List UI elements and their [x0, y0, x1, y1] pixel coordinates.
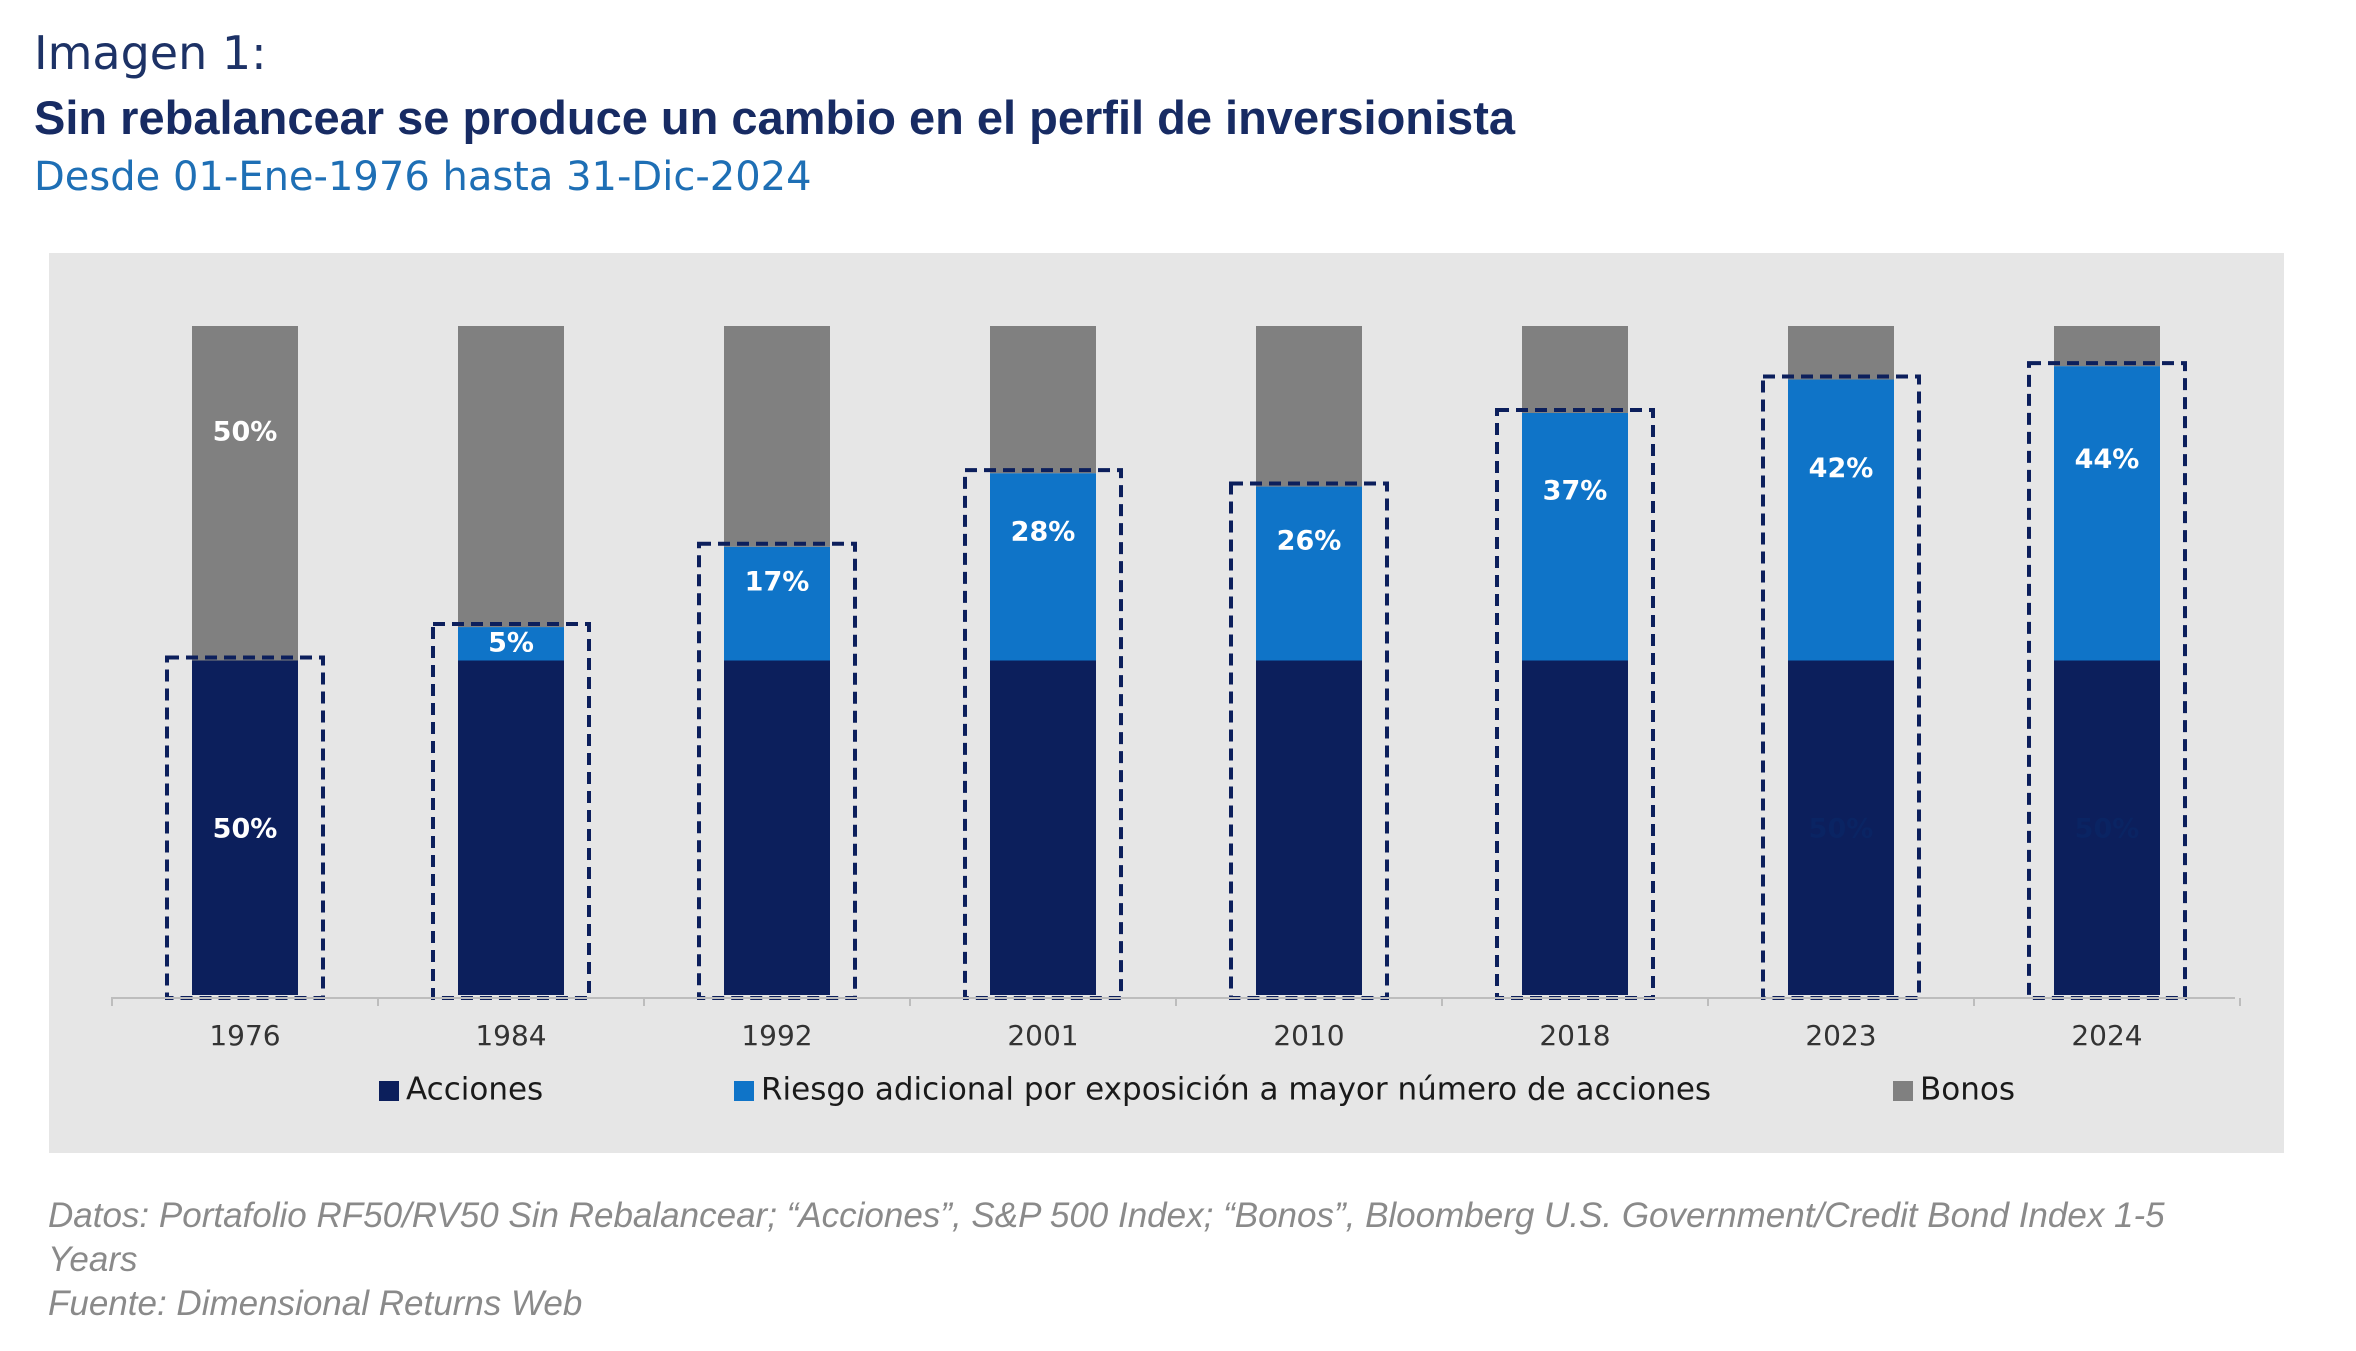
bar-segment-acciones-2024	[2054, 660, 2160, 995]
legend-item-bonos: Bonos	[1893, 1072, 2015, 1108]
data-label-riesgo-1984: 5%	[488, 627, 534, 658]
legend-label-bonos: Bonos	[1920, 1072, 2015, 1108]
bar-segment-acciones-1992	[724, 660, 830, 995]
x-tick-label-2001: 2001	[1007, 1019, 1078, 1052]
data-label-riesgo-2018: 37%	[1543, 476, 1608, 507]
footnote-source: Fuente: Dimensional Returns Web	[48, 1284, 583, 1323]
chart-subtitle: Desde 01-Ene-1976 hasta 31-Dic-2024	[34, 154, 812, 200]
data-label-acciones-2024: 50%	[2075, 814, 2140, 845]
bar-segment-bonos-2010	[1256, 326, 1362, 487]
bar-segment-riesgo-2023	[1788, 379, 1894, 661]
x-tick-label-1976: 1976	[209, 1019, 280, 1052]
data-label-acciones-2023: 50%	[1809, 814, 1874, 845]
bar-segment-bonos-1992	[724, 326, 830, 547]
bar-segment-bonos-2018	[1522, 326, 1628, 413]
x-tick-label-2018: 2018	[1539, 1019, 1610, 1052]
bar-segment-bonos-1976	[192, 326, 298, 661]
x-tick-label-1992: 1992	[741, 1019, 812, 1052]
bar-segment-bonos-2024	[2054, 326, 2160, 367]
legend-swatch-riesgo	[734, 1081, 754, 1101]
bar-segment-riesgo-2018	[1522, 412, 1628, 661]
stacked-bar-chart: 50% 50% 5% 17% 28% 26% 37% 50% 42% 50% 44% 1976 198…	[111, 326, 2241, 1108]
x-tick-label-2023: 2023	[1805, 1019, 1876, 1052]
bar-segment-acciones-2018	[1522, 660, 1628, 995]
chart-title: Sin rebalancear se produce un cambio en …	[34, 91, 1515, 144]
data-label-riesgo-2023: 42%	[1809, 453, 1874, 484]
legend-swatch-bonos	[1893, 1081, 1913, 1101]
legend-item-acciones: Acciones	[379, 1072, 543, 1108]
legend-label-riesgo: Riesgo adicional por exposición a mayor …	[761, 1072, 1711, 1108]
data-label-riesgo-2010: 26%	[1277, 526, 1342, 557]
bar-segment-riesgo-2001	[990, 473, 1096, 661]
legend-swatch-acciones	[379, 1081, 399, 1101]
bar-segment-bonos-1984	[458, 326, 564, 628]
bar-segment-bonos-2001	[990, 326, 1096, 474]
bar-segment-riesgo-1984	[458, 627, 564, 661]
chart-panel: 50% 50% 5% 17% 28% 26% 37% 50% 42% 50% 44% 1976 198…	[49, 253, 2284, 1153]
bar-segment-acciones-1984	[458, 660, 564, 995]
bar-segment-riesgo-1992	[724, 546, 830, 661]
x-tick-label-2024: 2024	[2071, 1019, 2142, 1052]
figure-label: Imagen 1:	[34, 26, 267, 80]
legend-item-riesgo: Riesgo adicional por exposición a mayor …	[734, 1072, 1711, 1108]
dashed-outline-2024	[2027, 361, 2187, 1000]
data-label-acciones-1976: 50%	[213, 814, 278, 845]
data-label-bonos-1976: 50%	[213, 417, 278, 448]
bar-segment-acciones-2023	[1788, 660, 1894, 995]
dashed-outline-1984	[431, 622, 591, 1000]
legend-label-acciones: Acciones	[406, 1072, 543, 1108]
data-label-riesgo-2024: 44%	[2075, 444, 2140, 475]
footnote-data-source: Datos: Portafolio RF50/RV50 Sin Rebalanc…	[48, 1196, 2165, 1235]
bar-segment-bonos-2023	[1788, 326, 1894, 380]
x-tick-label-1984: 1984	[475, 1019, 546, 1052]
bar-segment-riesgo-2010	[1256, 486, 1362, 661]
bar-segment-acciones-1976	[192, 660, 298, 995]
bar-segment-acciones-2001	[990, 660, 1096, 995]
footnote-data-source-continued: Years	[48, 1240, 138, 1279]
x-tick-label-2010: 2010	[1273, 1019, 1344, 1052]
bar-segment-riesgo-2024	[2054, 366, 2160, 661]
data-label-riesgo-2001: 28%	[1011, 517, 1076, 548]
bar-segment-acciones-2010	[1256, 660, 1362, 995]
data-label-riesgo-1992: 17%	[745, 567, 810, 598]
